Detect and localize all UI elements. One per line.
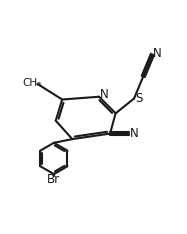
Text: N: N: [130, 127, 138, 140]
Text: N: N: [153, 47, 161, 60]
Text: S: S: [135, 92, 142, 106]
Text: N: N: [100, 88, 109, 101]
Text: Br: Br: [47, 173, 60, 186]
Text: CH₃: CH₃: [22, 78, 42, 88]
